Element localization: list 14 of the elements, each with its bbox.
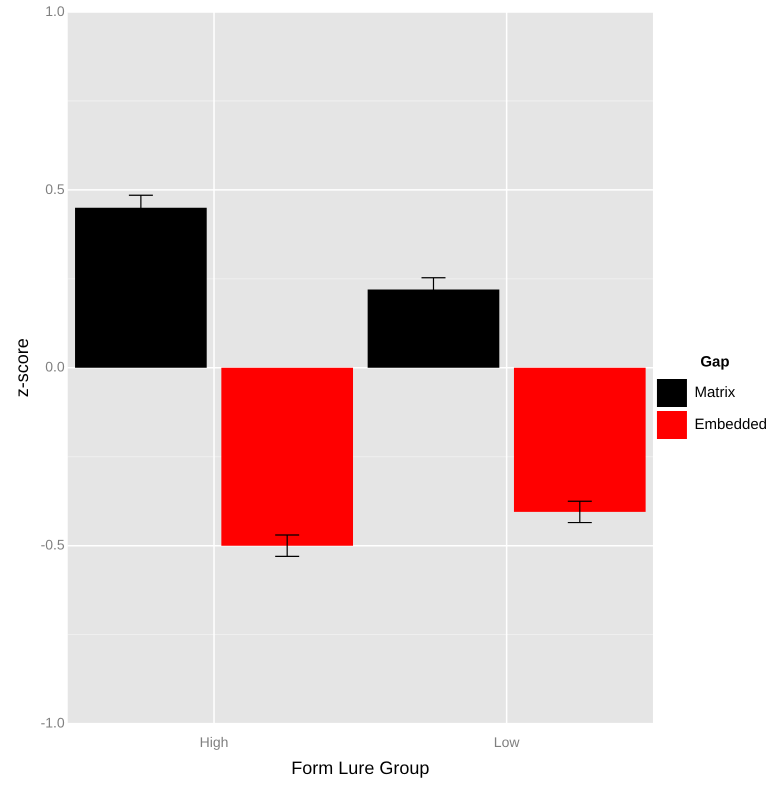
legend-label: Matrix (694, 384, 736, 402)
y-tick-label: -0.5 (40, 536, 65, 553)
x-tick-label: High (200, 734, 228, 750)
legend-label: Embedded (694, 416, 768, 434)
bar (221, 368, 354, 546)
y-tick-label: 1.0 (45, 2, 65, 19)
y-tick-label: 0.0 (45, 358, 65, 375)
x-tick-label: Low (494, 734, 520, 750)
bar (514, 368, 646, 512)
x-axis-title: Form Lure Group (291, 758, 430, 778)
y-tick-label: -1.0 (40, 714, 65, 730)
y-axis-title: z-score (12, 338, 32, 398)
y-tick-label: 0.5 (45, 180, 65, 197)
legend-title: Gap (700, 354, 730, 371)
